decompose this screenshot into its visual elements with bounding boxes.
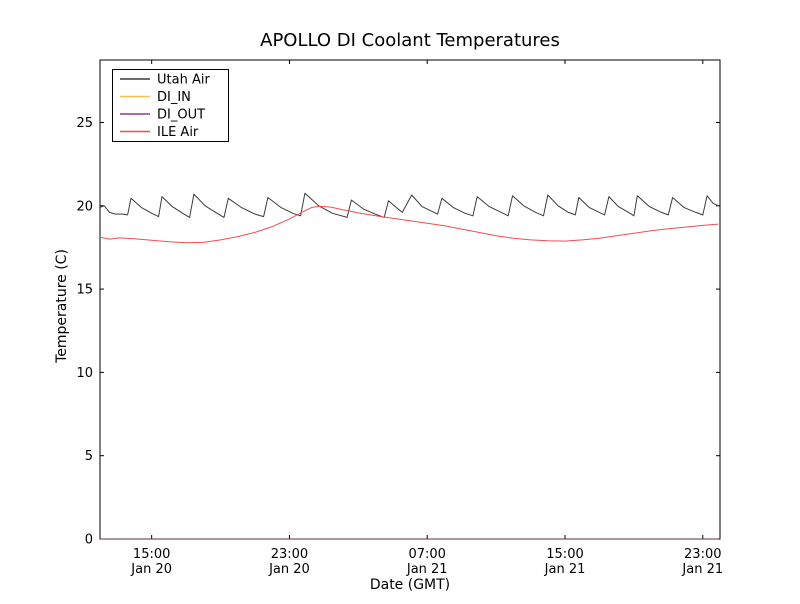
series-line-utah-air <box>99 192 719 218</box>
y-tick-label: 15 <box>76 283 93 298</box>
x-tick-label-date: Jan 20 <box>130 562 172 577</box>
x-tick-label-date: Jan 21 <box>681 562 723 577</box>
y-tick-label: 20 <box>76 199 93 214</box>
legend-label: DI_IN <box>157 90 191 105</box>
legend-label: ILE Air <box>157 125 199 140</box>
x-tick-label-time: 15:00 <box>546 547 583 562</box>
x-tick-label-time: 07:00 <box>408 547 445 562</box>
legend-label: DI_OUT <box>157 108 205 123</box>
chart-title: APOLLO DI Coolant Temperatures <box>260 30 560 51</box>
series-line-ile-air <box>99 205 719 244</box>
x-axis-label: Date (GMT) <box>370 577 450 593</box>
x-tick-label-date: Jan 21 <box>406 562 448 577</box>
y-tick-label: 25 <box>76 116 93 131</box>
legend-label: Utah Air <box>157 73 210 88</box>
x-tick-label-time: 23:00 <box>684 547 721 562</box>
x-tick-label-date: Jan 20 <box>268 562 310 577</box>
x-tick-label-time: 23:00 <box>271 547 308 562</box>
y-tick-label: 0 <box>85 533 93 548</box>
y-tick-label: 10 <box>76 366 93 381</box>
plot-border <box>99 59 721 540</box>
y-axis-label: Temperature (C) <box>54 249 70 364</box>
legend-box <box>112 69 229 142</box>
x-tick-label-time: 15:00 <box>133 547 170 562</box>
y-tick-label: 5 <box>85 449 93 464</box>
x-tick-label-date: Jan 21 <box>544 562 586 577</box>
